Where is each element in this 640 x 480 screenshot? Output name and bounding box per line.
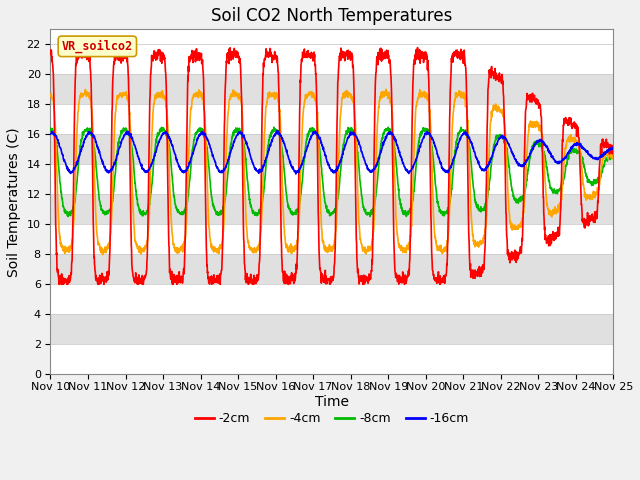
Bar <box>51 194 613 224</box>
Text: VR_soilco2: VR_soilco2 <box>61 40 133 53</box>
Bar <box>51 254 613 284</box>
Bar <box>51 74 613 104</box>
Legend: -2cm, -4cm, -8cm, -16cm: -2cm, -4cm, -8cm, -16cm <box>190 407 474 430</box>
Title: Soil CO2 North Temperatures: Soil CO2 North Temperatures <box>211 7 452 25</box>
Bar <box>51 314 613 344</box>
Bar <box>51 134 613 164</box>
Y-axis label: Soil Temperatures (C): Soil Temperatures (C) <box>7 127 21 276</box>
X-axis label: Time: Time <box>315 395 349 409</box>
